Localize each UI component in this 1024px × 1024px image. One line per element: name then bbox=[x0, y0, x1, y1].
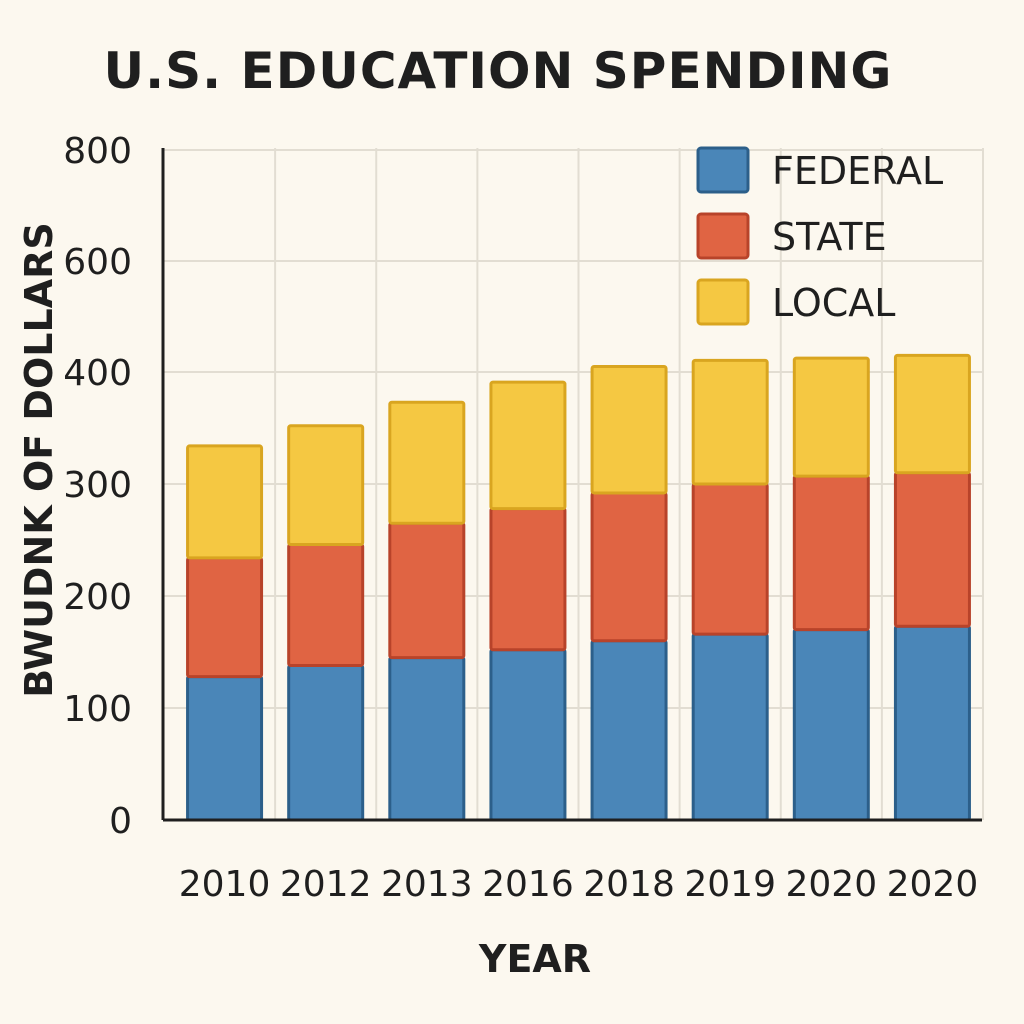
bar-segment-local bbox=[489, 380, 567, 511]
x-tick-label: 2018 bbox=[583, 864, 675, 905]
bar-segment-local bbox=[590, 364, 668, 495]
axes bbox=[161, 148, 982, 822]
bar-segment-local bbox=[691, 358, 769, 486]
x-tick-label: 2016 bbox=[482, 864, 574, 905]
bar-segment-local bbox=[792, 356, 870, 478]
bar-segment-federal bbox=[590, 639, 668, 822]
bar-segment-state bbox=[691, 482, 769, 636]
bars bbox=[186, 353, 971, 822]
bar-segment-state bbox=[186, 556, 264, 679]
bar-segment-state bbox=[287, 542, 365, 667]
bar-segment-local bbox=[186, 444, 264, 560]
y-tick-label: 100 bbox=[63, 689, 132, 730]
x-tick-label: 2010 bbox=[179, 864, 271, 905]
y-tick-label: 400 bbox=[63, 353, 132, 394]
bar-segment-federal bbox=[893, 624, 971, 822]
y-tick-labels: 0 100 200 300 400 600 800 bbox=[63, 131, 132, 842]
bar-segment-federal bbox=[186, 675, 264, 822]
y-tick-label: 200 bbox=[63, 577, 132, 618]
bar-segment-federal bbox=[489, 648, 567, 822]
legend-label-state: STATE bbox=[772, 215, 887, 259]
bar-segment-federal bbox=[691, 632, 769, 822]
x-tick-label: 2019 bbox=[684, 864, 776, 905]
bar-segment-state bbox=[489, 507, 567, 652]
legend: FEDERAL STATE LOCAL bbox=[696, 146, 943, 326]
bar-segment-federal bbox=[287, 663, 365, 822]
y-tick-label: 800 bbox=[63, 131, 132, 172]
chart-title: U.S. EDUCATION SPENDING bbox=[104, 42, 893, 100]
grid bbox=[163, 148, 984, 820]
y-tick-label: 600 bbox=[63, 242, 132, 283]
x-tick-label: 2020 bbox=[786, 864, 878, 905]
x-tick-labels: 2010 2012 2013 2016 2018 2019 2020 2020 bbox=[179, 864, 979, 905]
bar-segment-state bbox=[893, 471, 971, 628]
bar-segment-state bbox=[792, 474, 870, 632]
legend-label-federal: FEDERAL bbox=[772, 149, 943, 193]
legend-swatch-state bbox=[696, 212, 750, 260]
x-tick-label: 2020 bbox=[887, 864, 979, 905]
x-tick-label: 2013 bbox=[381, 864, 473, 905]
bar-segment-local bbox=[287, 424, 365, 546]
x-axis-title: YEAR bbox=[478, 937, 591, 981]
bar-segment-federal bbox=[388, 656, 466, 822]
y-tick-label: 0 bbox=[109, 801, 132, 842]
x-tick-label: 2012 bbox=[280, 864, 372, 905]
legend-label-local: LOCAL bbox=[772, 281, 895, 325]
bar-segment-local bbox=[388, 400, 466, 525]
bar-segment-federal bbox=[792, 628, 870, 822]
y-tick-label: 300 bbox=[63, 465, 132, 506]
bar-segment-state bbox=[590, 491, 668, 643]
bar-segment-local bbox=[893, 353, 971, 475]
legend-swatch-federal bbox=[696, 146, 750, 194]
y-axis-title: BWUDNK OF DOLLARS bbox=[17, 222, 61, 697]
bar-segment-state bbox=[388, 521, 466, 660]
legend-swatch-local bbox=[696, 278, 750, 326]
